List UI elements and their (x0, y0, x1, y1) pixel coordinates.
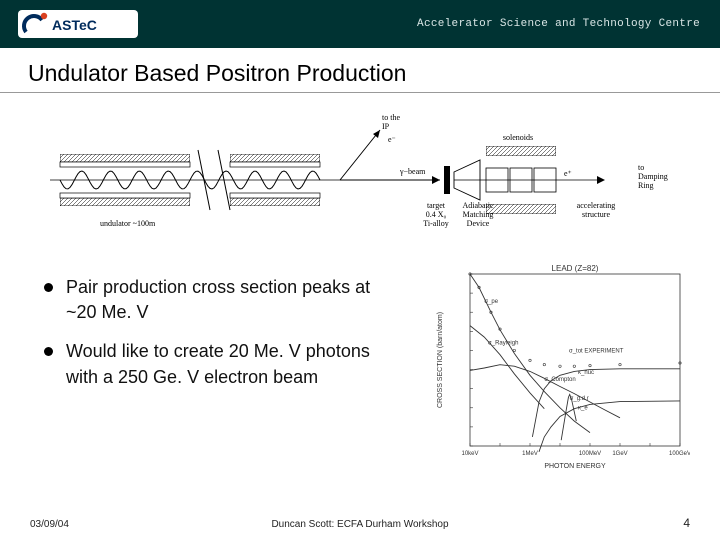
top-bar: ASTeC Accelerator Science and Technology… (0, 0, 720, 48)
astec-logo: ASTeC (18, 10, 138, 38)
svg-text:ASTeC: ASTeC (52, 17, 97, 33)
bullet-item: Pair production cross section peaks at ~… (40, 275, 400, 325)
svg-text:σ_pe: σ_pe (484, 299, 498, 305)
svg-text:toDampingRing: toDampingRing (638, 163, 668, 190)
svg-text:LEAD (Z=82): LEAD (Z=82) (552, 264, 599, 273)
svg-text:100MeV: 100MeV (579, 451, 601, 457)
svg-text:e⁻: e⁻ (388, 135, 396, 144)
svg-text:σ_Rayleigh: σ_Rayleigh (488, 341, 518, 347)
svg-text:κ_nuc: κ_nuc (578, 370, 594, 376)
svg-text:PHOTON ENERGY: PHOTON ENERGY (544, 463, 606, 470)
undulator-diagram: to theIP e⁻ undulator ~100m γ−beam target0.4… (40, 110, 680, 250)
svg-text:100GeV: 100GeV (669, 451, 690, 457)
svg-text:σ_g.d.r: σ_g.d.r (570, 396, 589, 402)
svg-text:e⁺: e⁺ (564, 169, 572, 178)
svg-text:γ−beam: γ−beam (399, 167, 426, 176)
footer-page: 4 (683, 516, 690, 530)
svg-text:σ_tot EXPERIMENT: σ_tot EXPERIMENT (569, 348, 624, 354)
svg-text:undulator ~100m: undulator ~100m (100, 219, 156, 228)
footer-title: Duncan Scott: ECFA Durham Workshop (0, 519, 720, 530)
svg-text:CROSS SECTION (barn/atom): CROSS SECTION (barn/atom) (437, 312, 444, 408)
bullet-item: Would like to create 20 Me. V photons wi… (40, 339, 400, 389)
svg-text:AdiabaticMatchingDevice: AdiabaticMatchingDevice (462, 201, 494, 228)
svg-text:target0.4 X₀Ti-alloy: target0.4 X₀Ti-alloy (423, 201, 449, 228)
bullet-list: Pair production cross section peaks at ~… (40, 275, 400, 404)
svg-text:to theIP: to theIP (382, 113, 400, 131)
svg-text:1MeV: 1MeV (522, 451, 538, 457)
svg-text:κ_e: κ_e (578, 406, 588, 412)
svg-text:1GeV: 1GeV (612, 451, 627, 457)
svg-text:10keV: 10keV (461, 451, 478, 457)
cross-section-chart: 10keV 1MeV 100MeV 1GeV 100GeV σ_pe σ_Rayleigh σ… (430, 260, 690, 470)
org-name: Accelerator Science and Technology Centr… (417, 18, 700, 30)
svg-text:acceleratingstructure: acceleratingstructure (577, 201, 616, 219)
svg-text:solenoids: solenoids (503, 133, 533, 142)
svg-text:σ_Compton: σ_Compton (544, 377, 575, 383)
title-underline (0, 92, 720, 93)
slide-title: Undulator Based Positron Production (28, 60, 406, 87)
slide: ASTeC Accelerator Science and Technology… (0, 0, 720, 540)
footer: 03/09/04 Duncan Scott: ECFA Durham Works… (0, 510, 720, 530)
